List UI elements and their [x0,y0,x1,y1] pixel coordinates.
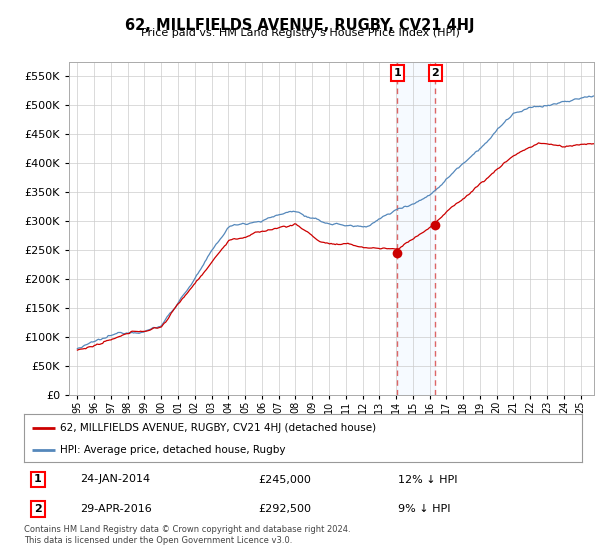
Text: HPI: Average price, detached house, Rugby: HPI: Average price, detached house, Rugb… [60,445,286,455]
Text: £245,000: £245,000 [259,474,311,484]
Bar [397,62,435,395]
Text: 9% ↓ HPI: 9% ↓ HPI [398,504,451,514]
Text: Price paid vs. HM Land Registry's House Price Index (HPI): Price paid vs. HM Land Registry's House … [140,28,460,38]
Text: 29-APR-2016: 29-APR-2016 [80,504,152,514]
Text: Contains HM Land Registry data © Crown copyright and database right 2024.
This d: Contains HM Land Registry data © Crown c… [24,525,350,545]
Text: 62, MILLFIELDS AVENUE, RUGBY, CV21 4HJ (detached house): 62, MILLFIELDS AVENUE, RUGBY, CV21 4HJ (… [60,423,376,433]
Text: 2: 2 [34,504,42,514]
Text: 12% ↓ HPI: 12% ↓ HPI [398,474,457,484]
Text: £292,500: £292,500 [259,504,311,514]
Text: 62, MILLFIELDS AVENUE, RUGBY, CV21 4HJ: 62, MILLFIELDS AVENUE, RUGBY, CV21 4HJ [125,18,475,33]
Text: 2: 2 [431,68,439,78]
Text: 1: 1 [394,68,401,78]
Text: 1: 1 [34,474,42,484]
Text: 24-JAN-2014: 24-JAN-2014 [80,474,150,484]
